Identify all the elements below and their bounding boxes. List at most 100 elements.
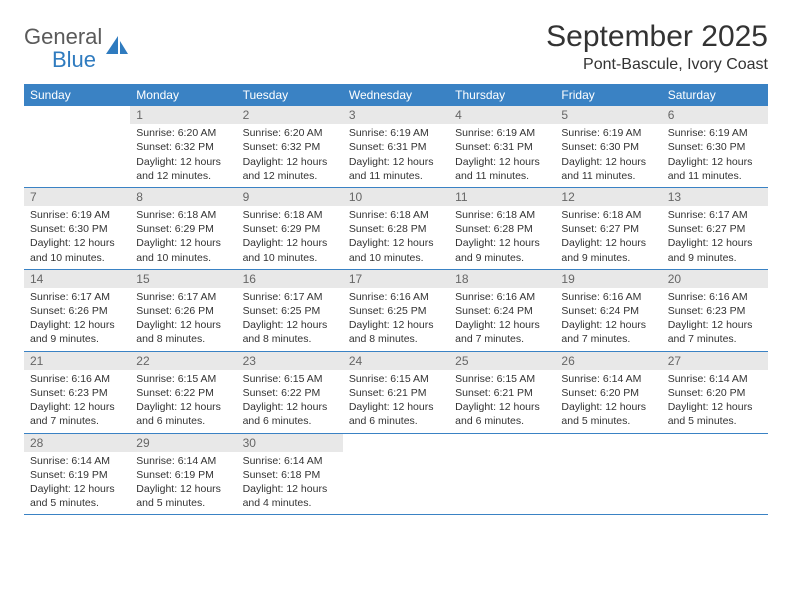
sunset-line: Sunset: 6:19 PM [30,468,124,482]
sunset-line: Sunset: 6:23 PM [668,304,762,318]
sunset-line: Sunset: 6:25 PM [349,304,443,318]
day-number: 9 [237,188,343,206]
sunset-line: Sunset: 6:25 PM [243,304,337,318]
logo-text-blue: Blue [24,47,96,72]
day-number: 30 [237,434,343,452]
day-body: Sunrise: 6:18 AMSunset: 6:27 PMDaylight:… [555,206,661,269]
day-body: Sunrise: 6:18 AMSunset: 6:28 PMDaylight:… [449,206,555,269]
day-cell: 23Sunrise: 6:15 AMSunset: 6:22 PMDayligh… [237,352,343,433]
week-row: 14Sunrise: 6:17 AMSunset: 6:26 PMDayligh… [24,270,768,352]
daylight-line: Daylight: 12 hours and 10 minutes. [30,236,124,264]
day-body: Sunrise: 6:17 AMSunset: 6:27 PMDaylight:… [662,206,768,269]
sunrise-line: Sunrise: 6:16 AM [455,290,549,304]
day-cell: 4Sunrise: 6:19 AMSunset: 6:31 PMDaylight… [449,106,555,187]
day-number: 17 [343,270,449,288]
day-body: Sunrise: 6:18 AMSunset: 6:28 PMDaylight:… [343,206,449,269]
day-header: Friday [555,84,661,106]
sunset-line: Sunset: 6:22 PM [136,386,230,400]
daylight-line: Daylight: 12 hours and 12 minutes. [243,155,337,183]
daylight-line: Daylight: 12 hours and 10 minutes. [243,236,337,264]
sunrise-line: Sunrise: 6:15 AM [243,372,337,386]
day-body: Sunrise: 6:14 AMSunset: 6:18 PMDaylight:… [237,452,343,515]
sunset-line: Sunset: 6:21 PM [455,386,549,400]
daylight-line: Daylight: 12 hours and 7 minutes. [30,400,124,428]
daylight-line: Daylight: 12 hours and 7 minutes. [668,318,762,346]
day-number: 11 [449,188,555,206]
day-number: 19 [555,270,661,288]
sunrise-line: Sunrise: 6:17 AM [136,290,230,304]
day-cell: 26Sunrise: 6:14 AMSunset: 6:20 PMDayligh… [555,352,661,433]
day-cell: 22Sunrise: 6:15 AMSunset: 6:22 PMDayligh… [130,352,236,433]
day-number: 4 [449,106,555,124]
day-body: Sunrise: 6:14 AMSunset: 6:19 PMDaylight:… [24,452,130,515]
sunrise-line: Sunrise: 6:15 AM [136,372,230,386]
day-number: 5 [555,106,661,124]
sunset-line: Sunset: 6:18 PM [243,468,337,482]
day-cell: 15Sunrise: 6:17 AMSunset: 6:26 PMDayligh… [130,270,236,351]
day-body: Sunrise: 6:19 AMSunset: 6:30 PMDaylight:… [555,124,661,187]
day-body: Sunrise: 6:14 AMSunset: 6:20 PMDaylight:… [555,370,661,433]
daylight-line: Daylight: 12 hours and 6 minutes. [243,400,337,428]
day-cell: 12Sunrise: 6:18 AMSunset: 6:27 PMDayligh… [555,188,661,269]
day-cell: 18Sunrise: 6:16 AMSunset: 6:24 PMDayligh… [449,270,555,351]
logo: General Blue [24,20,130,72]
sunrise-line: Sunrise: 6:16 AM [668,290,762,304]
daylight-line: Daylight: 12 hours and 6 minutes. [455,400,549,428]
day-cell: 11Sunrise: 6:18 AMSunset: 6:28 PMDayligh… [449,188,555,269]
day-cell: 10Sunrise: 6:18 AMSunset: 6:28 PMDayligh… [343,188,449,269]
day-number: 28 [24,434,130,452]
sunset-line: Sunset: 6:27 PM [561,222,655,236]
sunrise-line: Sunrise: 6:18 AM [136,208,230,222]
day-number: 21 [24,352,130,370]
sunset-line: Sunset: 6:23 PM [30,386,124,400]
daylight-line: Daylight: 12 hours and 10 minutes. [136,236,230,264]
sunset-line: Sunset: 6:30 PM [30,222,124,236]
daylight-line: Daylight: 12 hours and 12 minutes. [136,155,230,183]
day-cell: 20Sunrise: 6:16 AMSunset: 6:23 PMDayligh… [662,270,768,351]
calendar: SundayMondayTuesdayWednesdayThursdayFrid… [24,84,768,515]
calendar-page: General Blue September 2025 Pont-Bascule… [0,0,792,535]
day-number: 6 [662,106,768,124]
sunset-line: Sunset: 6:24 PM [455,304,549,318]
logo-text-general: General [24,24,102,49]
day-cell: 19Sunrise: 6:16 AMSunset: 6:24 PMDayligh… [555,270,661,351]
day-number: 22 [130,352,236,370]
day-cell: 7Sunrise: 6:19 AMSunset: 6:30 PMDaylight… [24,188,130,269]
day-body: Sunrise: 6:16 AMSunset: 6:23 PMDaylight:… [24,370,130,433]
day-number: 14 [24,270,130,288]
day-body: Sunrise: 6:15 AMSunset: 6:21 PMDaylight:… [449,370,555,433]
day-number: 2 [237,106,343,124]
day-header: Tuesday [237,84,343,106]
day-number: 13 [662,188,768,206]
day-number: 10 [343,188,449,206]
day-body: Sunrise: 6:18 AMSunset: 6:29 PMDaylight:… [237,206,343,269]
sunset-line: Sunset: 6:32 PM [243,140,337,154]
sunset-line: Sunset: 6:24 PM [561,304,655,318]
sail-icon [104,34,130,65]
day-cell [555,434,661,515]
day-body: Sunrise: 6:20 AMSunset: 6:32 PMDaylight:… [130,124,236,187]
sunset-line: Sunset: 6:29 PM [243,222,337,236]
header: General Blue September 2025 Pont-Bascule… [24,20,768,74]
day-body: Sunrise: 6:17 AMSunset: 6:26 PMDaylight:… [130,288,236,351]
day-cell: 27Sunrise: 6:14 AMSunset: 6:20 PMDayligh… [662,352,768,433]
day-cell: 24Sunrise: 6:15 AMSunset: 6:21 PMDayligh… [343,352,449,433]
daylight-line: Daylight: 12 hours and 8 minutes. [243,318,337,346]
day-body: Sunrise: 6:19 AMSunset: 6:30 PMDaylight:… [662,124,768,187]
day-number: 23 [237,352,343,370]
day-number: 3 [343,106,449,124]
sunset-line: Sunset: 6:30 PM [561,140,655,154]
sunrise-line: Sunrise: 6:17 AM [30,290,124,304]
sunrise-line: Sunrise: 6:14 AM [561,372,655,386]
day-cell: 9Sunrise: 6:18 AMSunset: 6:29 PMDaylight… [237,188,343,269]
daylight-line: Daylight: 12 hours and 5 minutes. [668,400,762,428]
day-cell: 14Sunrise: 6:17 AMSunset: 6:26 PMDayligh… [24,270,130,351]
logo-text-block: General Blue [24,26,102,72]
day-number: 25 [449,352,555,370]
day-number: 24 [343,352,449,370]
sunrise-line: Sunrise: 6:17 AM [243,290,337,304]
day-body: Sunrise: 6:19 AMSunset: 6:31 PMDaylight:… [343,124,449,187]
daylight-line: Daylight: 12 hours and 5 minutes. [136,482,230,510]
week-row: 21Sunrise: 6:16 AMSunset: 6:23 PMDayligh… [24,352,768,434]
day-cell: 29Sunrise: 6:14 AMSunset: 6:19 PMDayligh… [130,434,236,515]
